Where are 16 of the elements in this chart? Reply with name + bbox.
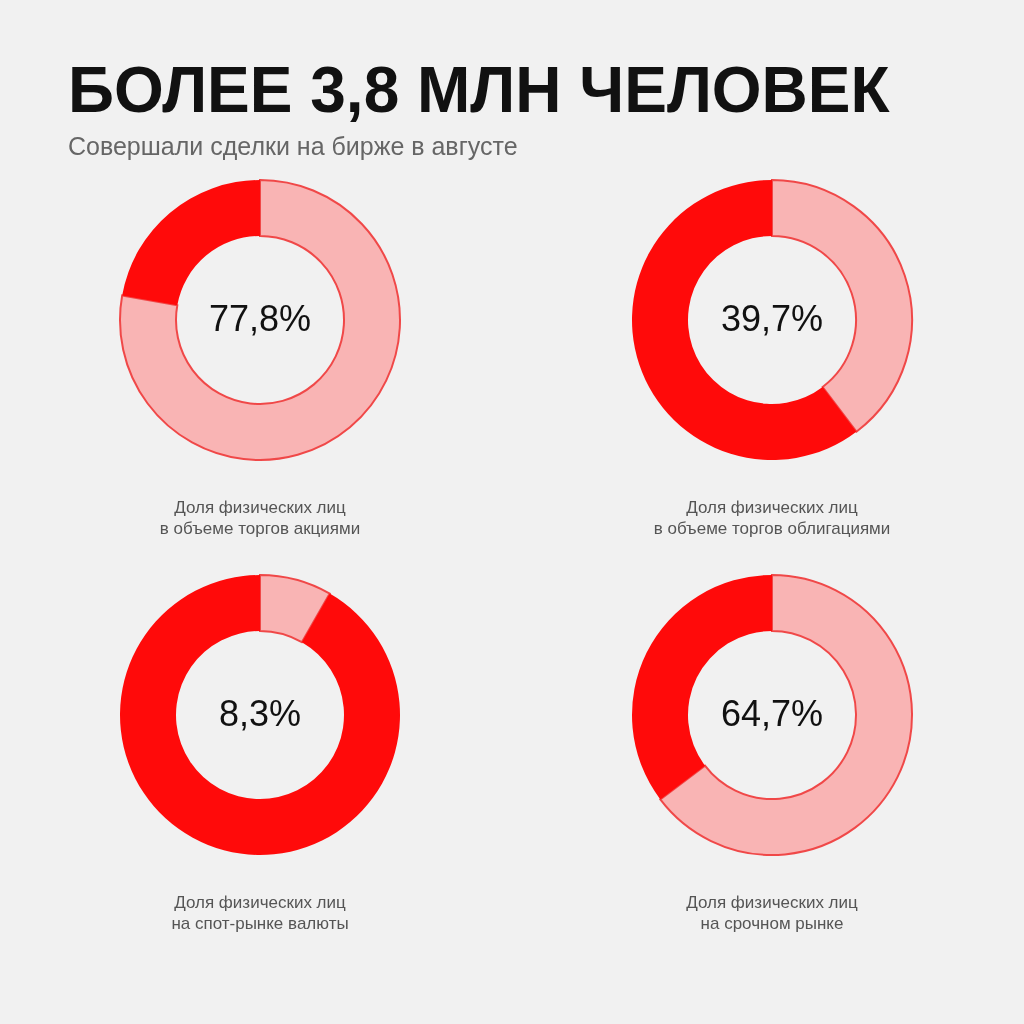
donut-slice <box>259 574 331 644</box>
donut-slice <box>120 575 400 855</box>
donut-slice <box>122 180 260 306</box>
donut-slice <box>659 574 913 856</box>
text: Доля физических лиц в объеме торгов облигациями <box>653 498 891 538</box>
data-label: 77,8% <box>208 298 312 339</box>
data-label: 64,7% <box>720 693 824 734</box>
data-label: 8,3% <box>218 693 302 734</box>
chart-subtitle: Совершали сделки на бирже в августе <box>68 132 519 161</box>
data-label: 39,7% <box>720 298 824 339</box>
chart-title: БОЛЕЕ 3,8 МЛН ЧЕЛОВЕК <box>68 53 891 128</box>
text: Доля физических лиц на срочном рынке <box>686 893 859 933</box>
donut-slice <box>119 179 401 461</box>
text: Доля физических лиц на спот-рынке валюты <box>171 893 349 933</box>
text: Доля физических лиц в объеме торгов акциями <box>159 498 361 538</box>
donut-slice <box>632 180 857 460</box>
